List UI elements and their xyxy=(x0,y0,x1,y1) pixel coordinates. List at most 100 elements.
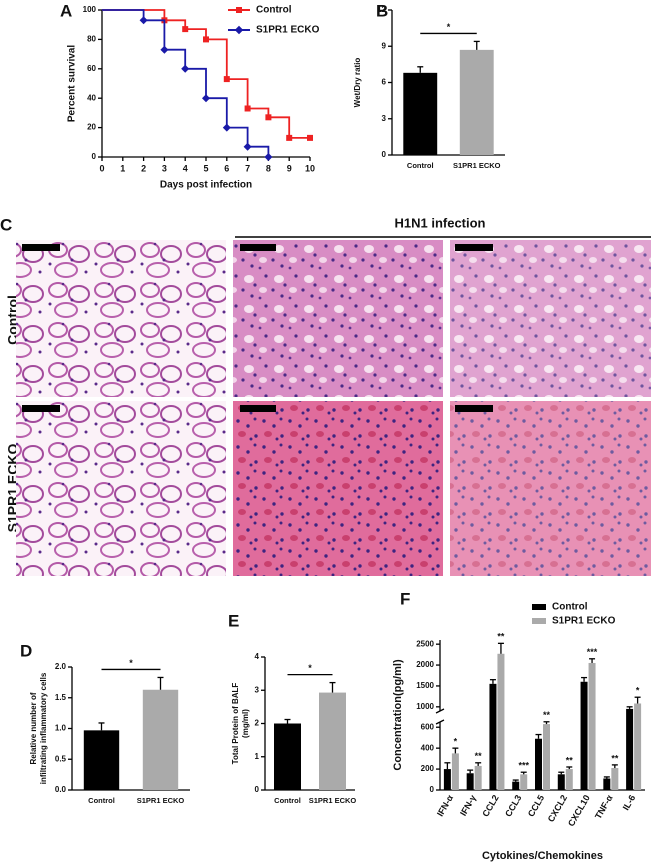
marker xyxy=(160,45,169,54)
legend-label: Control xyxy=(552,602,588,613)
bar xyxy=(557,774,565,790)
x-tick-label: 6 xyxy=(224,163,229,173)
y-tick-label: 0.5 xyxy=(55,754,67,763)
significance: ** xyxy=(611,753,619,763)
micrograph xyxy=(16,240,226,397)
x-tick-label: CXCL2 xyxy=(546,793,569,824)
bar xyxy=(274,723,301,790)
x-tick-label: 10 xyxy=(305,163,315,173)
y-tick-label: 400 xyxy=(421,743,435,752)
axis-break xyxy=(435,719,445,725)
x-tick-label: 5 xyxy=(203,163,208,173)
marker xyxy=(203,36,209,43)
y-axis-label: (mg/ml) xyxy=(241,709,250,738)
y-tick-label: 2 xyxy=(255,719,260,728)
y-tick-label: 20 xyxy=(87,123,96,132)
significance: ** xyxy=(497,632,505,642)
marker xyxy=(202,94,210,103)
micrograph xyxy=(16,401,226,576)
marker xyxy=(222,123,231,132)
micrograph xyxy=(450,401,651,576)
y-tick-label: 4 xyxy=(255,652,260,661)
bar xyxy=(512,781,520,790)
y-tick-label: 0 xyxy=(92,152,97,161)
legend-label: S1PR1 ECKO xyxy=(256,25,320,36)
x-tick-label: Control xyxy=(407,161,434,170)
x-tick-label: TNF-α xyxy=(593,793,615,821)
bar xyxy=(474,765,482,790)
panel-letter: B xyxy=(376,1,388,20)
y-tick-label: 6 xyxy=(382,78,387,87)
legend-label: Control xyxy=(256,5,292,16)
x-tick-label: 7 xyxy=(245,163,250,173)
y-tick-label: 600 xyxy=(421,722,435,731)
significance: *** xyxy=(587,647,598,657)
x-tick-label: 2 xyxy=(141,163,146,173)
panel-letter: C xyxy=(0,215,12,234)
y-tick-label: 0 xyxy=(430,785,435,794)
y-tick-label: 1.5 xyxy=(55,693,67,702)
y-tick-label: 80 xyxy=(87,35,96,44)
x-tick-label: CCL5 xyxy=(526,793,546,818)
marker xyxy=(264,153,273,161)
x-tick-label: 9 xyxy=(287,163,292,173)
x-tick-label: S1PR1 ECKO xyxy=(137,796,185,805)
y-tick-label: 200 xyxy=(421,764,435,773)
y-tick-label: 1 xyxy=(255,752,260,761)
x-tick-label: IL-6 xyxy=(621,793,638,812)
bar xyxy=(451,753,459,790)
significance: ** xyxy=(543,710,551,720)
x-tick-label: 8 xyxy=(266,163,271,173)
marker xyxy=(307,134,313,141)
y-tick-label: 0.0 xyxy=(55,785,67,794)
x-tick-label: S1PR1 ECKO xyxy=(453,161,501,170)
legend-swatch xyxy=(532,604,546,610)
significance: ** xyxy=(475,751,483,761)
bar xyxy=(634,703,642,790)
y-tick-label: 1500 xyxy=(416,681,434,690)
panel-letter: F xyxy=(400,589,410,608)
survival-line xyxy=(102,9,270,157)
panel-letter: A xyxy=(60,1,72,20)
y-tick-label: 1.0 xyxy=(55,724,67,733)
bar xyxy=(466,773,474,790)
histology-panel: C H1N1 infection Control S1PR1 ECKO xyxy=(0,215,651,576)
bar xyxy=(535,738,542,790)
bar xyxy=(497,653,505,790)
bar xyxy=(543,724,550,790)
panel-letter: E xyxy=(228,611,239,630)
scale-bar xyxy=(240,405,276,412)
marker xyxy=(286,134,293,141)
significance: * xyxy=(129,658,133,668)
y-tick-label: 3 xyxy=(255,685,260,694)
y-axis-label: Total Protein of BALF xyxy=(231,683,240,765)
significance: * xyxy=(447,22,451,32)
y-tick-label: 0 xyxy=(382,150,387,159)
x-tick-label: 3 xyxy=(162,163,167,173)
header: H1N1 infection xyxy=(394,215,485,230)
y-axis-label: Relative number of xyxy=(29,692,38,764)
panel-letter: D xyxy=(20,641,32,660)
y-tick-label: 0 xyxy=(255,785,260,794)
x-tick-label: CCL2 xyxy=(480,793,500,818)
micrograph xyxy=(233,401,443,576)
bar xyxy=(565,769,573,790)
micrograph xyxy=(450,240,651,397)
y-tick-label: 1000 xyxy=(416,702,434,711)
bar xyxy=(443,769,451,790)
x-tick-label: 4 xyxy=(183,163,188,173)
x-tick-label: IFN-γ xyxy=(458,793,478,817)
bar xyxy=(319,692,346,790)
marker xyxy=(244,105,251,112)
marker xyxy=(243,142,252,151)
bar xyxy=(459,49,494,155)
axis-break xyxy=(435,708,445,714)
x-tick-label: CXCL10 xyxy=(566,793,592,828)
bar xyxy=(489,683,497,790)
legend-swatch xyxy=(532,618,546,624)
y-tick-label: 2.0 xyxy=(55,662,67,671)
marker xyxy=(182,26,189,33)
y-tick-label: 2000 xyxy=(416,660,434,669)
